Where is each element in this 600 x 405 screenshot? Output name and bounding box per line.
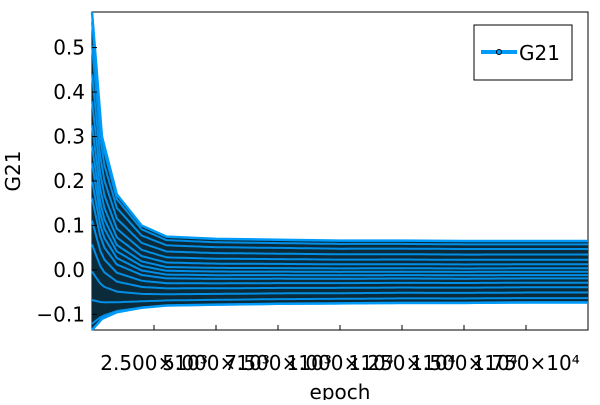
x-tick-label: 1.500×10⁴ (410, 351, 517, 375)
y-axis: −0.1 0.0 0.1 0.2 0.3 0.4 0.5 (36, 36, 97, 326)
series-line (91, 145, 588, 270)
series-line (91, 101, 588, 261)
series-line (91, 297, 588, 304)
series-band (92, 12, 588, 330)
x-tick-label: 1.250×10⁴ (348, 351, 455, 375)
series-line (91, 124, 588, 266)
y-tick-label: 0.4 (53, 80, 85, 104)
x-axis: 2.500×10³5.000×10³7.500×10³1.000×10⁴1.25… (100, 325, 580, 375)
legend: G21 (473, 24, 573, 81)
series-line (91, 220, 588, 285)
series-line (91, 45, 588, 250)
series-layer (90, 11, 588, 331)
series-line (91, 180, 588, 277)
series-line (91, 74, 588, 256)
y-tick-label: 0.3 (53, 125, 85, 149)
x-tick-label: 2.500×10³ (100, 351, 207, 375)
y-axis-label: G21 (1, 151, 25, 192)
legend-marker (496, 49, 502, 55)
y-tick-label: 0.2 (53, 169, 85, 193)
y-tick-label: −0.1 (36, 302, 85, 326)
x-tick-label: 7.500×10³ (224, 351, 331, 375)
series-upper-edge (90, 11, 588, 243)
series-line (91, 21, 588, 246)
legend-label: G21 (519, 41, 560, 65)
series-line (91, 270, 588, 296)
x-tick-label: 5.000×10³ (162, 351, 269, 375)
series-line (91, 243, 588, 290)
series-lower-edge (91, 301, 588, 331)
series-line (91, 197, 588, 280)
x-axis-label: epoch (310, 380, 371, 400)
y-tick-label: 0.1 (53, 213, 85, 237)
series-line (91, 163, 588, 273)
x-tick-label: 1.750×10⁴ (472, 351, 579, 375)
y-tick-label: 0.0 (53, 258, 85, 282)
y-tick-label: 0.5 (53, 36, 85, 60)
x-tick-label: 1.000×10⁴ (286, 351, 393, 375)
